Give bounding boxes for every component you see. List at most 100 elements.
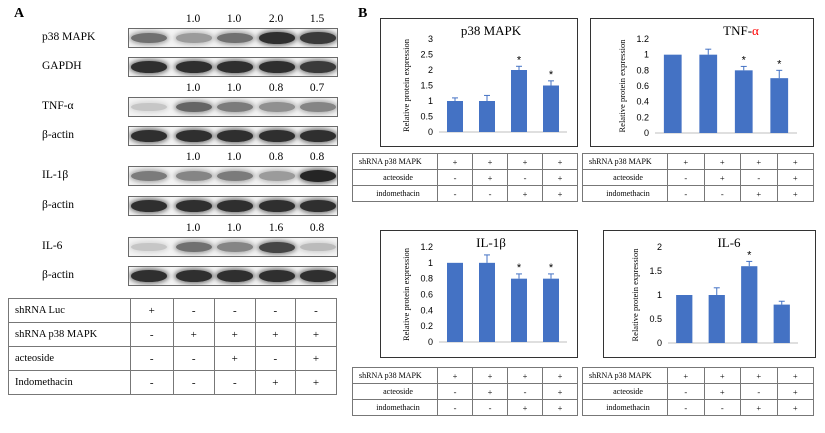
blot-quantification: 0.8 bbox=[268, 151, 284, 163]
condition-cell: + bbox=[667, 367, 705, 384]
y-tick-label: 0.2 bbox=[420, 321, 433, 331]
bar-chart: p38 MAPK 0 0.5 1 1.5 2 2.5 3 Relative protein ex… bbox=[380, 18, 578, 147]
row-label: indomethacin bbox=[582, 399, 668, 416]
table-row: acteoside - + - + bbox=[582, 383, 814, 400]
condition-cell: + bbox=[542, 169, 578, 186]
blot-band bbox=[300, 200, 336, 212]
condition-cell: + bbox=[542, 383, 578, 400]
y-tick-label: 0.6 bbox=[636, 81, 649, 91]
condition-cell: - bbox=[129, 370, 174, 395]
condition-cell: + bbox=[776, 399, 814, 416]
bar bbox=[511, 278, 527, 342]
blot-band bbox=[217, 242, 253, 252]
blot-image bbox=[128, 126, 338, 146]
y-tick-label: 0.8 bbox=[420, 274, 433, 284]
chart-title: IL-6 bbox=[717, 235, 741, 250]
blot-image bbox=[128, 28, 338, 48]
condition-cell: + bbox=[472, 169, 508, 186]
condition-cell: + bbox=[294, 346, 338, 371]
y-axis-label: Relative protein expression bbox=[630, 248, 640, 342]
row-label: shRNA p38 MAPK bbox=[8, 322, 131, 347]
condition-cell: - bbox=[437, 185, 473, 202]
bar bbox=[741, 266, 758, 343]
bar-chart-svg: TNF-α 0 0.2 0.4 0.6 0.8 1 1.2 Relative protein e… bbox=[617, 23, 797, 138]
y-tick-label: 1 bbox=[428, 96, 433, 106]
condition-cell: - bbox=[129, 322, 174, 347]
blot-band bbox=[131, 200, 167, 212]
condition-cell: - bbox=[667, 185, 705, 202]
condition-cell: + bbox=[507, 185, 543, 202]
y-axis-label: Relative protein expression bbox=[401, 247, 411, 341]
table-row: acteoside - + - + bbox=[582, 169, 814, 186]
condition-cell: + bbox=[703, 367, 741, 384]
blot-quantification: 1.0 bbox=[185, 151, 201, 163]
condition-cell: - bbox=[703, 185, 741, 202]
blot-band bbox=[300, 242, 336, 252]
bar bbox=[479, 101, 495, 132]
y-tick-label: 0 bbox=[428, 337, 433, 347]
chart-title-main: IL-1β bbox=[476, 235, 506, 250]
blot-quantification: 0.8 bbox=[268, 82, 284, 94]
condition-cell: + bbox=[776, 383, 814, 400]
blot-band bbox=[176, 241, 212, 253]
y-tick-label: 0.8 bbox=[636, 65, 649, 75]
blot-quantification: 1.0 bbox=[185, 13, 201, 25]
condition-cell: - bbox=[740, 169, 778, 186]
blot-label: GAPDH bbox=[42, 60, 82, 72]
y-tick-label: 0 bbox=[644, 128, 649, 138]
blot-quantification: 1.0 bbox=[226, 13, 242, 25]
chart-title-main: p38 MAPK bbox=[461, 23, 522, 38]
condition-cell: + bbox=[776, 185, 814, 202]
condition-cell: + bbox=[703, 153, 741, 170]
bar bbox=[676, 295, 693, 343]
blot-band bbox=[176, 171, 212, 181]
condition-cell: + bbox=[740, 153, 778, 170]
y-tick-label: 1.5 bbox=[420, 81, 433, 91]
y-tick-label: 1 bbox=[428, 258, 433, 268]
condition-cell: + bbox=[542, 153, 578, 170]
blot-band bbox=[259, 61, 295, 73]
blot-quantification: 1.0 bbox=[226, 82, 242, 94]
bar-chart-svg: IL-1β 0 0.2 0.4 0.6 0.8 1 1.2 Relative protein e… bbox=[401, 235, 567, 347]
y-tick-label: 1 bbox=[657, 290, 662, 300]
condition-cell: + bbox=[542, 399, 578, 416]
condition-cell: + bbox=[507, 399, 543, 416]
condition-cell: + bbox=[703, 169, 741, 186]
table-row: shRNA p38 MAPK + + + + bbox=[582, 367, 814, 384]
blot-band bbox=[176, 61, 212, 73]
condition-cell: + bbox=[542, 367, 578, 384]
blot-band bbox=[259, 130, 295, 142]
row-label: shRNA Luc bbox=[8, 298, 131, 323]
significance-marker: * bbox=[777, 58, 782, 70]
table-row: Indomethacin - - - + + bbox=[8, 370, 338, 395]
condition-cell: - bbox=[667, 169, 705, 186]
row-label: acteoside bbox=[582, 383, 668, 400]
significance-marker: * bbox=[549, 262, 554, 274]
condition-cell: + bbox=[294, 322, 338, 347]
blot-band bbox=[300, 270, 336, 282]
condition-cell: - bbox=[254, 298, 296, 323]
condition-cell: + bbox=[667, 153, 705, 170]
blot-label: p38 MAPK bbox=[42, 31, 96, 43]
condition-cell: - bbox=[437, 399, 473, 416]
blot-band bbox=[217, 32, 253, 44]
condition-cell: - bbox=[472, 185, 508, 202]
bar bbox=[447, 101, 463, 132]
bar bbox=[699, 54, 718, 133]
blot-image bbox=[128, 196, 338, 216]
blot-image bbox=[128, 266, 338, 286]
table-row: indomethacin - - + + bbox=[352, 185, 578, 202]
blot-quantification: 1.5 bbox=[309, 13, 325, 25]
blot-band bbox=[176, 130, 212, 142]
chart-title: TNF-α bbox=[723, 23, 759, 38]
condition-cell: - bbox=[254, 346, 296, 371]
blot-quantification: 1.0 bbox=[185, 82, 201, 94]
significance-marker: * bbox=[742, 54, 747, 66]
condition-cell: - bbox=[172, 298, 215, 323]
row-label: shRNA p38 MAPK bbox=[352, 153, 438, 170]
table-row: indomethacin - - + + bbox=[352, 399, 578, 416]
bar bbox=[734, 70, 753, 133]
blot-band bbox=[217, 102, 253, 112]
condition-cell: + bbox=[776, 367, 814, 384]
blot-band bbox=[300, 130, 336, 142]
